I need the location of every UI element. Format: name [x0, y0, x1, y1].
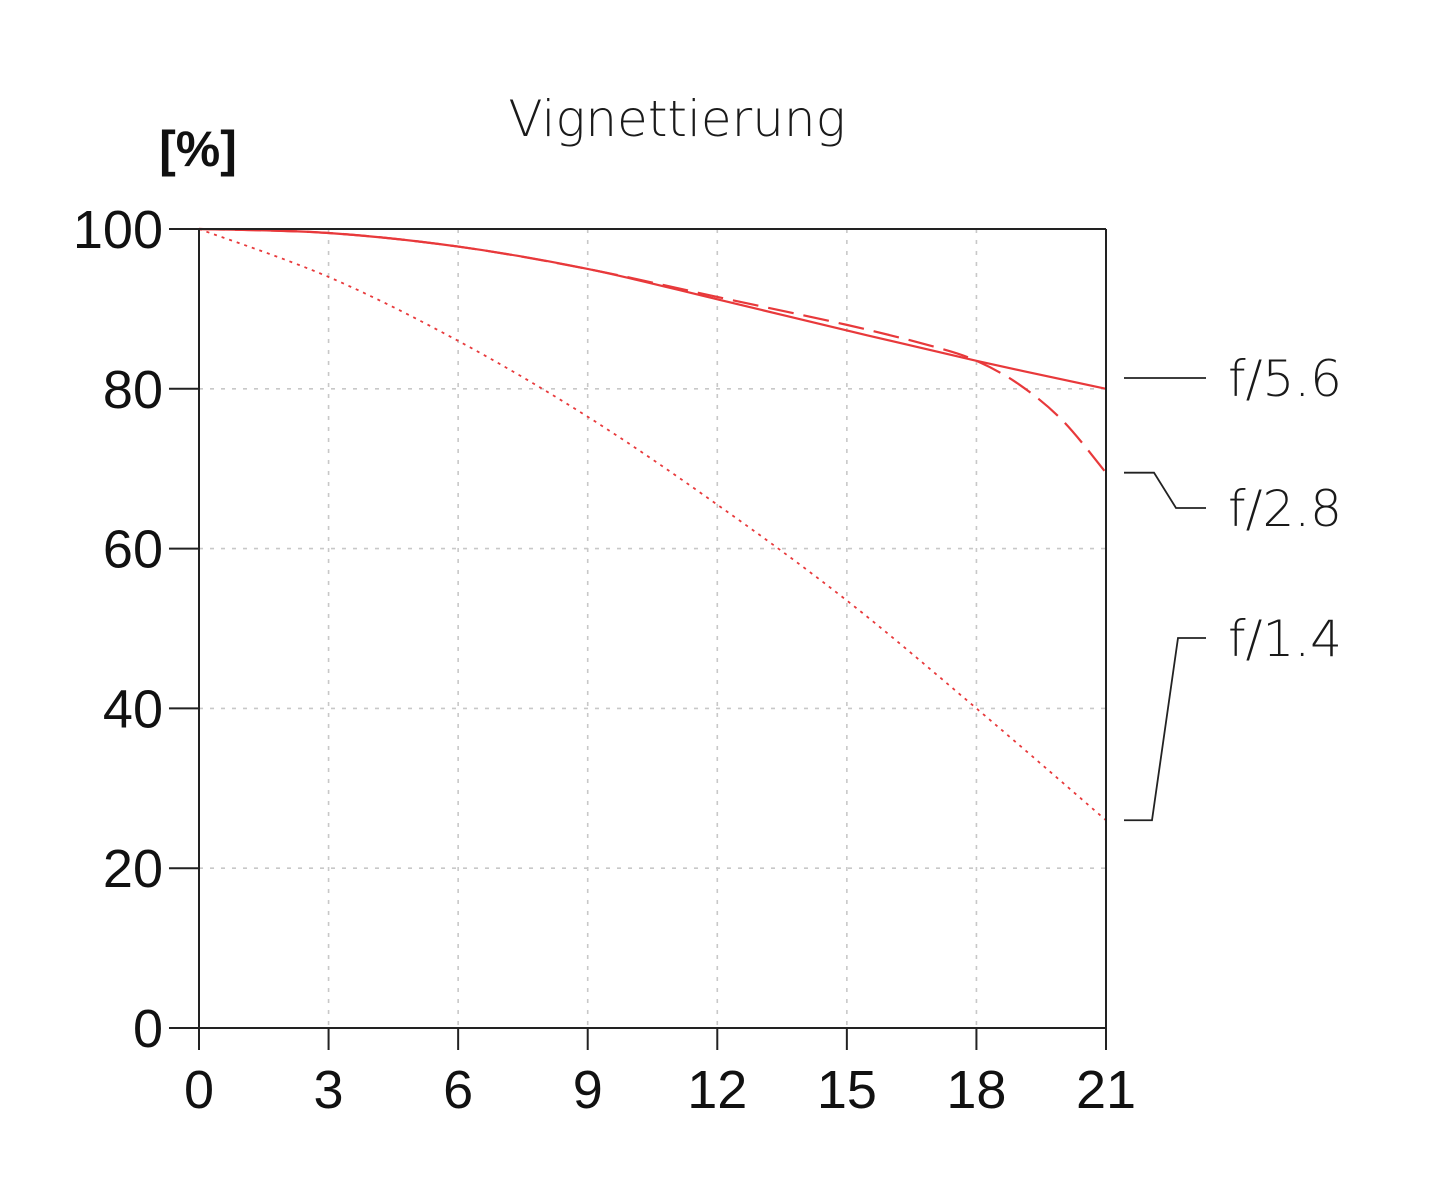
- x-tick-label: 6: [443, 1060, 473, 1120]
- y-tick-label: 20: [103, 839, 163, 899]
- legend-label-f-2-8: f/2.8: [1228, 480, 1342, 538]
- x-tick-label: 0: [184, 1060, 214, 1120]
- y-tick-label: 60: [103, 520, 163, 580]
- y-tick-label: 40: [103, 679, 163, 739]
- x-tick-label: 12: [687, 1060, 747, 1120]
- grid: [199, 229, 1106, 1028]
- x-tick-label: 3: [314, 1060, 344, 1120]
- x-tick-label: 18: [946, 1060, 1006, 1120]
- x-tick-label: 15: [817, 1060, 877, 1120]
- legend-leader-f-1-4: [1124, 637, 1206, 822]
- x-axis-ticks: 0 3 6 9 12 15 18 21: [184, 1028, 1136, 1120]
- y-axis-label: [%]: [159, 121, 237, 177]
- series-line-f-2-8: [198, 227, 1107, 474]
- y-tick-label: 100: [73, 200, 163, 260]
- legend: f/5.6 f/2.8 f/1.4: [1124, 350, 1342, 822]
- y-tick-label: 80: [103, 360, 163, 420]
- x-tick-label: 9: [573, 1060, 603, 1120]
- legend-label-f-5-6: f/5.6: [1228, 350, 1342, 408]
- series-group: [198, 227, 1107, 821]
- y-tick-label: 0: [133, 999, 163, 1059]
- y-axis-ticks: 0 20 40 60 80 100: [73, 200, 199, 1059]
- plot-frame: [198, 228, 1107, 1029]
- chart-title: Vignettierung: [508, 90, 845, 148]
- legend-leader-f-2-8: [1124, 471, 1206, 509]
- series-line-f-1-4: [198, 228, 1107, 821]
- legend-label-f-1-4: f/1.4: [1228, 610, 1342, 668]
- series-line-f-5-6: [198, 227, 1107, 390]
- x-tick-label: 21: [1076, 1060, 1136, 1120]
